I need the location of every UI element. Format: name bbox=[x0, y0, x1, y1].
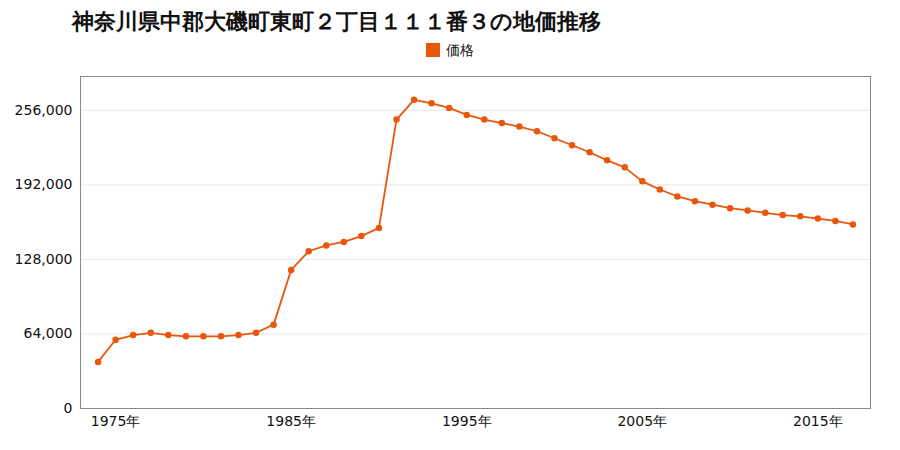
svg-text:192,000: 192,000 bbox=[15, 176, 73, 192]
svg-text:1975年: 1975年 bbox=[91, 413, 141, 429]
svg-text:128,000: 128,000 bbox=[15, 251, 73, 267]
html-text:価格: 価格 bbox=[446, 42, 474, 58]
html-text:神奈川県中郡大磯町東町２丁目１１１番３の地価推移: 神奈川県中郡大磯町東町２丁目１１１番３の地価推移 bbox=[72, 9, 601, 34]
svg-text:0: 0 bbox=[64, 400, 73, 416]
svg-text:64,000: 64,000 bbox=[24, 325, 73, 341]
svg-text:2005年: 2005年 bbox=[617, 413, 667, 429]
svg-text:256,000: 256,000 bbox=[15, 102, 73, 118]
svg-text:2015年: 2015年 bbox=[793, 413, 843, 429]
svg-text:1995年: 1995年 bbox=[442, 413, 492, 429]
svg-text:1985年: 1985年 bbox=[266, 413, 316, 429]
